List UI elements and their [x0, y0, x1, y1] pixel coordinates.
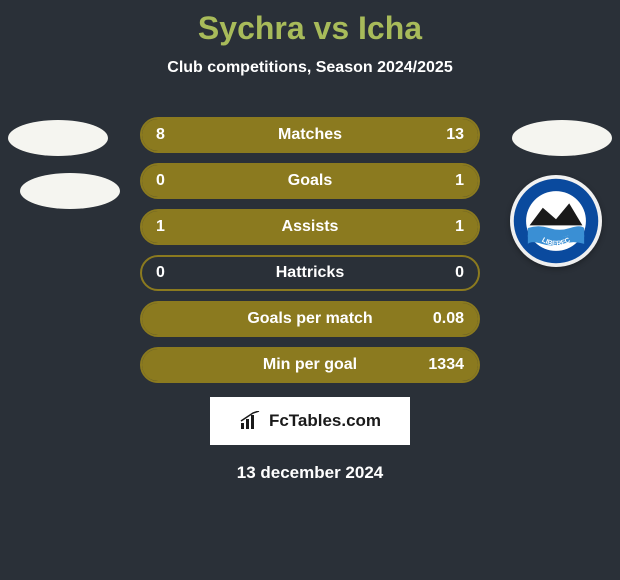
stat-label: Min per goal — [263, 356, 357, 374]
stat-label: Assists — [282, 218, 339, 236]
stat-row: Goals per match 0.08 — [140, 301, 480, 337]
stat-right-value: 0.08 — [433, 310, 464, 328]
club-badge: FC SLOVAN LIBEREC — [510, 175, 602, 267]
stat-row: 8 Matches 13 — [140, 117, 480, 153]
stat-right-value: 0 — [455, 264, 464, 282]
stat-label: Goals — [288, 172, 332, 190]
club-badge-icon: FC SLOVAN LIBEREC — [512, 177, 600, 265]
stat-row: Min per goal 1334 — [140, 347, 480, 383]
right-badge-1 — [512, 120, 612, 156]
stat-row: 0 Goals 1 — [140, 163, 480, 199]
stat-label: Goals per match — [247, 310, 372, 328]
stat-label: Matches — [278, 126, 342, 144]
stat-left-value: 0 — [156, 172, 165, 190]
left-badge-2 — [20, 173, 120, 209]
stat-row: 1 Assists 1 — [140, 209, 480, 245]
stat-right-value: 1334 — [428, 356, 464, 374]
stat-label: Hattricks — [276, 264, 344, 282]
footer-brand-text: FcTables.com — [269, 411, 381, 431]
stat-row: 0 Hattricks 0 — [140, 255, 480, 291]
page-title: Sychra vs Icha — [0, 0, 620, 47]
stat-right-value: 1 — [455, 172, 464, 190]
footer-date: 13 december 2024 — [0, 463, 620, 483]
stat-left-value: 1 — [156, 218, 165, 236]
chart-icon — [239, 411, 263, 431]
stat-right-value: 13 — [446, 126, 464, 144]
stat-right-value: 1 — [455, 218, 464, 236]
subtitle: Club competitions, Season 2024/2025 — [0, 59, 620, 77]
stat-left-value: 8 — [156, 126, 165, 144]
left-badge-1 — [8, 120, 108, 156]
footer-brand-badge: FcTables.com — [210, 397, 410, 445]
stat-left-value: 0 — [156, 264, 165, 282]
